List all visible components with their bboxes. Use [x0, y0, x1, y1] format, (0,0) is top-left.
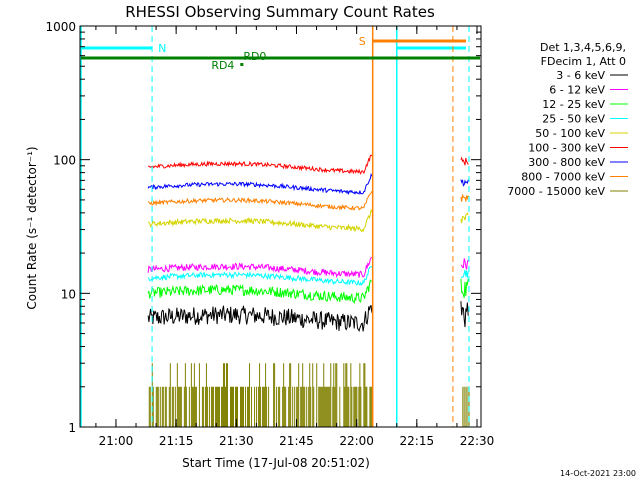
y-tick-label: 100: [53, 154, 76, 168]
legend-label: 12 - 25 keV: [542, 98, 605, 111]
series-line: [147, 191, 373, 211]
night-label: N: [158, 42, 166, 55]
rd0-label: RD0: [243, 50, 266, 63]
series-line: [148, 154, 373, 175]
legend-title-line-1: Det 1,3,4,5,6,9,: [540, 41, 626, 54]
legend-label: 100 - 300 keV: [528, 142, 605, 155]
x-tick-label: 22:00: [339, 434, 374, 448]
legend-label: 50 - 100 keV: [535, 127, 605, 140]
x-tick-label: 22:15: [400, 434, 435, 448]
series-line-segment: [460, 194, 469, 202]
legend-label: 25 - 50 keV: [542, 113, 605, 126]
y-tick-label: 1000: [45, 20, 76, 34]
legend-label: 7000 - 15000 keV: [507, 185, 605, 198]
x-tick-label: 22:30: [460, 434, 495, 448]
y-tick-label: 10: [61, 287, 76, 301]
series-line: [147, 305, 373, 333]
series-line: [147, 172, 373, 196]
series-line-segment: [460, 156, 469, 166]
series-line: [147, 279, 373, 305]
x-axis-label: Start Time (17-Jul-08 20:51:02): [182, 456, 370, 470]
rd4-marker: [240, 63, 244, 66]
series-line-segment: [460, 301, 469, 328]
x-tick-label: 21:15: [159, 434, 194, 448]
series-line-segment: [460, 269, 469, 278]
series-line-segment: [460, 179, 469, 187]
rd4-label: RD4: [211, 59, 234, 72]
x-tick-label: 21:30: [219, 434, 254, 448]
series-line: [147, 257, 373, 279]
chart-title: RHESSI Observing Summary Count Rates: [125, 3, 435, 21]
series-line: [147, 208, 373, 233]
x-tick-label: 21:45: [279, 434, 314, 448]
plot-content: N S RD0 RD4: [80, 26, 480, 427]
series-line: [147, 265, 373, 287]
legend: Det 1,3,4,5,6,9, FDecim 1, Att 0 3 - 6 k…: [507, 41, 628, 198]
series-line-segment: [460, 258, 469, 270]
footer-date: 14-Oct-2021 23:00: [560, 469, 636, 478]
saa-label: S: [359, 35, 366, 48]
y-axis-label: Count Rate (s⁻¹ detector⁻¹): [25, 146, 39, 309]
legend-label: 300 - 800 keV: [528, 156, 605, 169]
y-tick-label: 1: [68, 421, 76, 435]
legend-label: 6 - 12 keV: [549, 84, 605, 97]
series-line-segment: [460, 278, 469, 298]
legend-label: 800 - 7000 keV: [521, 171, 605, 184]
plot-frame: [79, 25, 482, 428]
axes: 21:00 21:15 21:30 21:45 22:00 22:15 22:30 1 10 10…: [45, 20, 494, 448]
legend-title-line-2: FDecim 1, Att 0: [541, 55, 626, 68]
series-line-segment: [460, 212, 469, 224]
x-tick-label: 21:00: [99, 434, 134, 448]
legend-label: 3 - 6 keV: [556, 69, 605, 82]
